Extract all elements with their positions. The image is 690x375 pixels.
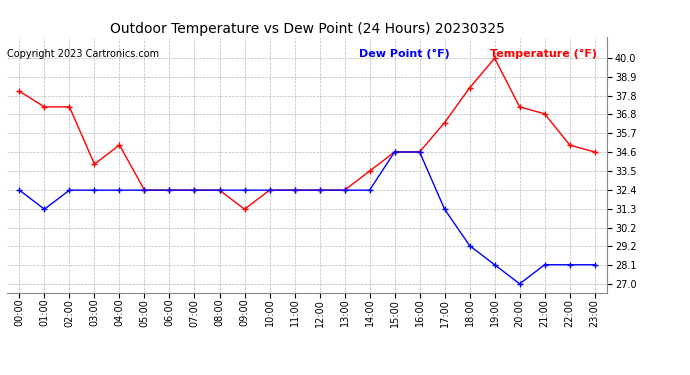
Title: Outdoor Temperature vs Dew Point (24 Hours) 20230325: Outdoor Temperature vs Dew Point (24 Hou… — [110, 22, 504, 36]
Text: Dew Point (°F): Dew Point (°F) — [359, 49, 450, 59]
Text: Copyright 2023 Cartronics.com: Copyright 2023 Cartronics.com — [7, 49, 159, 59]
Text: Temperature (°F): Temperature (°F) — [490, 49, 597, 59]
